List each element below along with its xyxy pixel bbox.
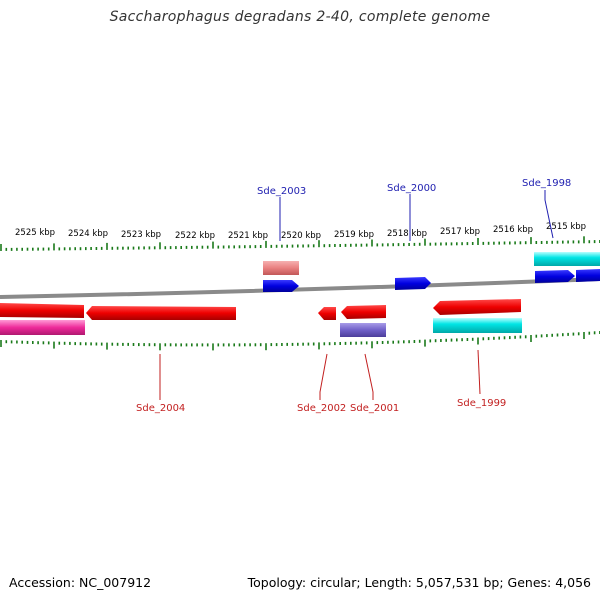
leader-sde-1999 (477, 349, 481, 395)
cds-sde-2001[interactable] (341, 305, 386, 319)
accession-text: Accession: NC_007912 (9, 575, 152, 590)
gene-label-sde-2001[interactable]: Sde_2001 (350, 403, 399, 414)
scale-label-2516: 2516 kbp (493, 225, 533, 235)
gene-feature-lightred[interactable] (263, 261, 299, 275)
gene-label-sde-2002[interactable]: Sde_2002 (297, 403, 346, 414)
genome-summary-text: Topology: circular; Length: 5,057,531 bp… (247, 575, 591, 590)
tick-marks-outer (0, 236, 600, 251)
leader-sde-2002 (319, 353, 328, 400)
gene-feature-cyan-upper[interactable] (534, 252, 600, 266)
scale-label-2520: 2520 kbp (281, 231, 321, 241)
scale-label-2523: 2523 kbp (121, 230, 161, 240)
tick-marks-inner (0, 331, 600, 351)
gene-label-sde-2003[interactable]: Sde_2003 (257, 186, 306, 197)
scale-label-2517: 2517 kbp (440, 227, 480, 237)
forward-strand-features (263, 252, 600, 292)
genome-title: Saccharophagus degradans 2-40, complete … (109, 9, 491, 25)
cds-sde-2000[interactable] (395, 277, 431, 290)
gene-label-sde-2000[interactable]: Sde_2000 (387, 183, 436, 194)
scale-labels: 2525 kbp 2524 kbp 2523 kbp 2522 kbp 2521… (15, 222, 586, 241)
gene-feature-cyan-lower[interactable] (433, 318, 522, 333)
gene-labels: Sde_2003 Sde_2000 Sde_1998 Sde_2004 Sde_… (136, 178, 571, 414)
cds-sde-2004[interactable] (86, 306, 236, 320)
reverse-strand-features (0, 299, 522, 337)
label-leaders (159, 190, 554, 400)
leader-sde-1998 (544, 190, 554, 239)
scale-label-2518: 2518 kbp (387, 229, 427, 239)
gene-label-sde-1999[interactable]: Sde_1999 (457, 398, 506, 409)
cds-sde-1998-continued[interactable] (576, 269, 600, 282)
scale-label-2519: 2519 kbp (334, 230, 374, 240)
gene-feature-purple[interactable] (340, 323, 386, 337)
leader-sde-2001 (364, 353, 374, 400)
gene-feature-pink[interactable] (0, 320, 85, 335)
scale-label-2525: 2525 kbp (15, 228, 55, 238)
scale-label-2522: 2522 kbp (175, 231, 215, 241)
gene-label-sde-2004[interactable]: Sde_2004 (136, 403, 185, 414)
genome-backbone (0, 277, 600, 299)
scale-label-2524: 2524 kbp (68, 229, 108, 239)
cds-sde-1999[interactable] (433, 299, 521, 315)
gene-label-sde-1998[interactable]: Sde_1998 (522, 178, 571, 189)
scale-label-2521: 2521 kbp (228, 231, 268, 241)
scale-label-2515: 2515 kbp (546, 222, 586, 232)
cds-sde-2004-left[interactable] (0, 303, 84, 318)
cds-sde-2002[interactable] (318, 307, 336, 320)
cds-sde-1998[interactable] (535, 270, 575, 283)
cds-sde-2003[interactable] (263, 280, 299, 292)
